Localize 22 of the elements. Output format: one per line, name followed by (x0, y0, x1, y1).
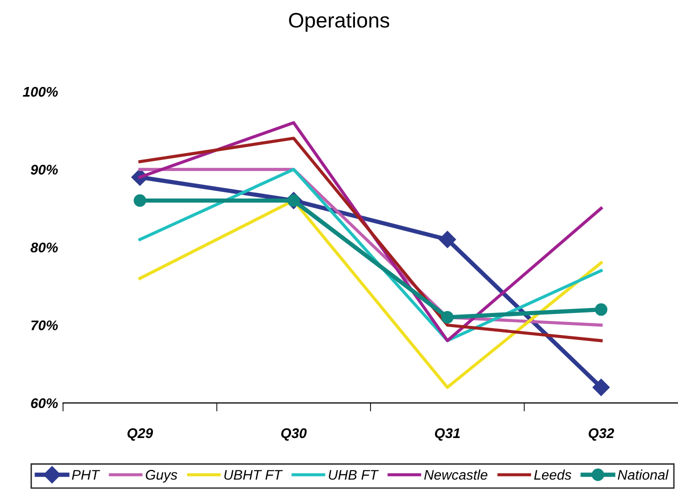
y-tick-label: 80% (30, 242, 58, 252)
legend-label: Newcastle (424, 470, 488, 480)
y-tick-label: 60% (31, 398, 58, 408)
x-tick-label: Q29 (127, 428, 153, 441)
x-tick-label: Q32 (588, 428, 614, 441)
legend-label: National (618, 470, 669, 480)
y-tick-label: 100% (22, 86, 58, 97)
y-tick-label: 70% (31, 320, 58, 330)
legend-label: UBHT FT (224, 470, 283, 480)
legend-label: Guys (146, 470, 178, 482)
point (592, 378, 610, 396)
y-tick-label: 90% (30, 164, 58, 175)
legend-label: PHT (72, 470, 100, 480)
chart-title: Operations (289, 12, 390, 32)
x-tick-label: Q31 (434, 428, 460, 441)
point (134, 194, 146, 207)
legend-label: UHB FT (328, 470, 379, 480)
point (438, 230, 456, 248)
point (594, 303, 608, 316)
legend-label: Leeds (534, 470, 572, 480)
x-tick-label: Q30 (281, 428, 307, 441)
point (441, 311, 454, 324)
